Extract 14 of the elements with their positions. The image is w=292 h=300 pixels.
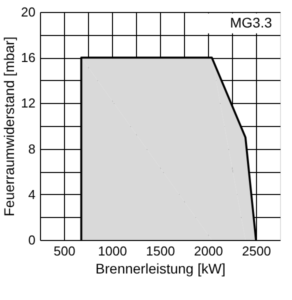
x-tick-label: 2500 <box>242 244 271 258</box>
y-tick-label: 12 <box>21 96 36 111</box>
y-tick-label: 4 <box>28 186 36 202</box>
y-tick-label: 8 <box>28 141 36 156</box>
x-tick-label: 1000 <box>98 244 127 258</box>
x-tick-label: 1500 <box>146 244 175 258</box>
annotation: MG3.3 <box>230 14 272 30</box>
x-tick-label: 500 <box>54 244 76 258</box>
x-tick-label: 2000 <box>194 244 223 258</box>
x-axis-title: Brennerleistung [kW] <box>96 260 226 276</box>
y-tick-label: 0 <box>28 232 36 248</box>
y-axis-title: Feuerraumwiderstand [mbar] <box>1 36 18 216</box>
y-tick-label: 16 <box>21 50 36 66</box>
y-tick-label: 20 <box>21 4 36 20</box>
